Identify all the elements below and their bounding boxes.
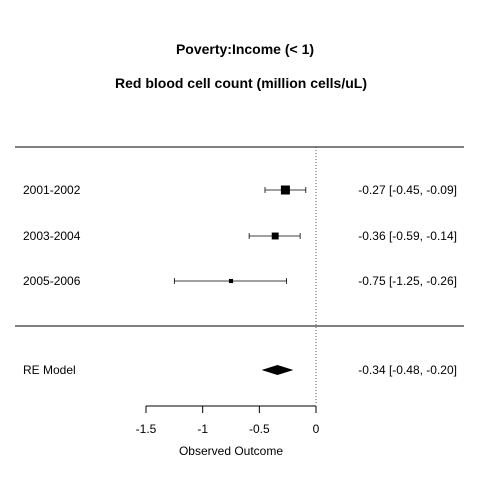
point-estimate-square [271, 232, 279, 240]
ci-text: -0.75 [-1.25, -0.26] [358, 274, 457, 288]
chart-title: Poverty:Income (< 1) [176, 41, 314, 57]
summary-row: RE Model -0.34 [-0.48, -0.20] [23, 363, 457, 377]
x-axis: -1.5 -1 -0.5 0 [136, 405, 320, 436]
chart-subtitle: Red blood cell count (million cells/uL) [115, 75, 367, 91]
summary-label: RE Model [23, 363, 76, 377]
study-row: 2001-2002 -0.27 [-0.45, -0.09] [23, 183, 457, 197]
point-estimate-square [228, 278, 234, 284]
point-estimate-square [280, 185, 290, 195]
study-row: 2003-2004 -0.36 [-0.59, -0.14] [23, 229, 457, 243]
study-label: 2003-2004 [23, 229, 81, 243]
x-tick-label: -0.5 [249, 422, 270, 436]
x-axis-label: Observed Outcome [179, 444, 283, 458]
x-tick-label: 0 [313, 422, 320, 436]
x-tick-label: -1 [197, 422, 208, 436]
ci-text: -0.27 [-0.45, -0.09] [358, 183, 457, 197]
ci-text: -0.36 [-0.59, -0.14] [358, 229, 457, 243]
study-row: 2005-2006 -0.75 [-1.25, -0.26] [23, 274, 457, 288]
summary-diamond [261, 365, 294, 375]
x-tick-label: -1.5 [136, 422, 157, 436]
summary-ci-text: -0.34 [-0.48, -0.20] [358, 363, 457, 377]
study-label: 2001-2002 [23, 183, 81, 197]
study-rows: 2001-2002 -0.27 [-0.45, -0.09] 2003-2004 -0… [23, 183, 457, 288]
study-label: 2005-2006 [23, 274, 81, 288]
